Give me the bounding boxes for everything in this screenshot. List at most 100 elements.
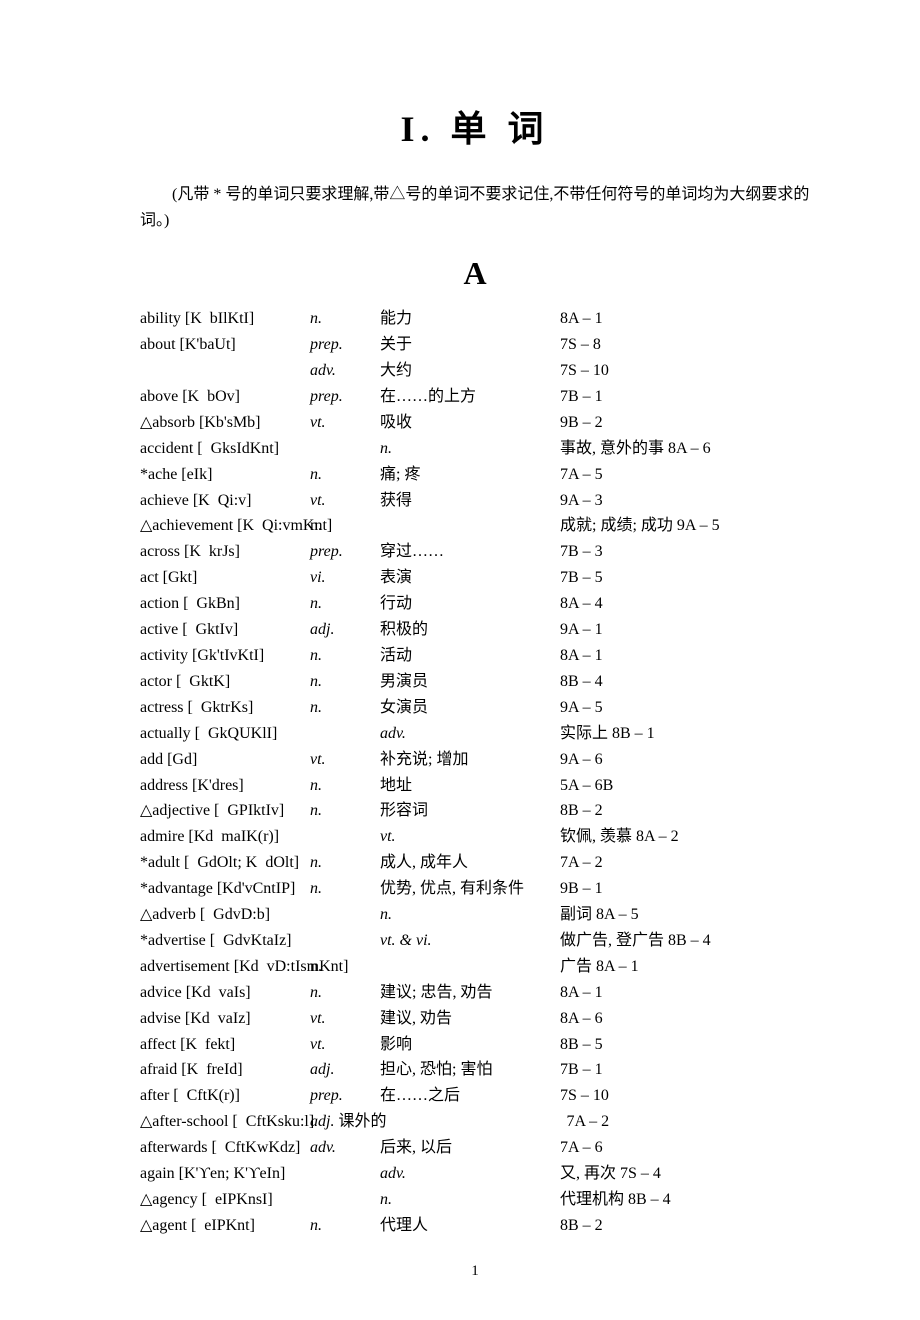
entry-word: actress [ GktrKs]	[140, 695, 310, 721]
entry-word: admire [Kd maIK(r)]	[140, 824, 310, 850]
entry-pos	[310, 1187, 380, 1213]
entry-reference: 7S – 10	[560, 358, 810, 384]
entry-definition: 建议; 忠告, 劝告	[380, 980, 560, 1006]
entry-reference: 副词 8A – 5	[560, 902, 810, 928]
entry-word: △adjective [ GPIktIv]	[140, 798, 310, 824]
entry-pos: n.	[310, 876, 380, 902]
entry-definition: 行动	[380, 591, 560, 617]
entry-definition: adv.	[380, 1161, 560, 1187]
entry-definition: 补充说; 增加	[380, 747, 560, 773]
entry-definition: 在……之后	[380, 1083, 560, 1109]
entry-word: *adult [ GdOlt; K dOlt]	[140, 850, 310, 876]
entry-definition: 地址	[380, 773, 560, 799]
entry-definition: vt. & vi.	[380, 928, 560, 954]
entry-reference: 广告 8A – 1	[560, 954, 810, 980]
entry-reference: 8A – 4	[560, 591, 810, 617]
entry-reference: 9A – 6	[560, 747, 810, 773]
entry-reference: 7S – 8	[560, 332, 810, 358]
entry-pos: adj. 课外的	[310, 1109, 386, 1135]
vocab-entry: actor [ GktK]n.男演员8B – 4	[140, 669, 810, 695]
entry-pos: prep.	[310, 1083, 380, 1109]
entry-definition: 成人, 成年人	[380, 850, 560, 876]
entry-word: add [Gd]	[140, 747, 310, 773]
entry-pos: vi.	[310, 565, 380, 591]
vocab-entry: actress [ GktrKs]n.女演员9A – 5	[140, 695, 810, 721]
vocab-entry: activity [Gk'tIvKtI]n.活动8A – 1	[140, 643, 810, 669]
entry-reference: 7S – 10	[560, 1083, 810, 1109]
entry-reference: 7A – 6	[560, 1135, 810, 1161]
entry-word: about [K'baUt]	[140, 332, 310, 358]
entry-pos: prep.	[310, 384, 380, 410]
vocab-entry: △achievement [K Qi:vmKnt] n.成就; 成绩; 成功 9…	[140, 513, 810, 539]
entry-pos: n.	[310, 591, 380, 617]
entry-pos: vt.	[310, 1006, 380, 1032]
entry-pos: n.	[310, 850, 380, 876]
entry-reference: 8A – 6	[560, 1006, 810, 1032]
vocab-entry: adv.大约7S – 10	[140, 358, 810, 384]
vocab-entry: △agent [ eIPKnt]n.代理人8B – 2	[140, 1213, 810, 1239]
entry-definition: 吸收	[380, 410, 560, 436]
entry-definition: 穿过……	[380, 539, 560, 565]
entry-pos: n.	[310, 773, 380, 799]
vocab-entry: advertisement [Kd vD:tIsmKnt] n.广告 8A – …	[140, 954, 810, 980]
entry-word: afraid [K freId]	[140, 1057, 310, 1083]
entry-word: △after-school [ CftKsku:l]	[140, 1109, 310, 1135]
entry-word: *ache [eIk]	[140, 462, 310, 488]
entry-definition: 建议, 劝告	[380, 1006, 560, 1032]
entry-word: *advertise [ GdvKtaIz]	[140, 928, 310, 954]
entry-word: ability [K bIlKtI]	[140, 306, 310, 332]
entry-word: activity [Gk'tIvKtI]	[140, 643, 310, 669]
entry-reference: 7B – 1	[560, 1057, 810, 1083]
entry-reference: 事故, 意外的事 8A – 6	[560, 436, 810, 462]
entry-definition: 后来, 以后	[380, 1135, 560, 1161]
entry-pos: adj.	[310, 1057, 380, 1083]
entry-definition: 活动	[380, 643, 560, 669]
entry-word: actually [ GkQUKlI]	[140, 721, 310, 747]
entry-pos: n.	[310, 462, 380, 488]
vocab-entry: *ache [eIk]n.痛; 疼7A – 5	[140, 462, 810, 488]
page-container: I. 单 词 (凡带 * 号的单词只要求理解,带△号的单词不要求记住,不带任何符…	[0, 0, 920, 1320]
entry-definition: 大约	[380, 358, 560, 384]
entry-pos: prep.	[310, 539, 380, 565]
entry-reference: 成就; 成绩; 成功 9A – 5	[560, 513, 810, 539]
entry-definition: 获得	[380, 488, 560, 514]
entry-definition: 优势, 优点, 有利条件	[380, 876, 560, 902]
vocab-entry: advise [Kd vaIz]vt.建议, 劝告8A – 6	[140, 1006, 810, 1032]
entry-pos: vt.	[310, 410, 380, 436]
entry-word: △agent [ eIPKnt]	[140, 1213, 310, 1239]
entry-pos: n.	[310, 513, 380, 539]
entry-pos: n.	[310, 695, 380, 721]
entry-definition: 影响	[380, 1032, 560, 1058]
entry-pos: adv.	[310, 1135, 380, 1161]
vocab-entry: afraid [K freId]adj.担心, 恐怕; 害怕7B – 1	[140, 1057, 810, 1083]
entry-pos: adj.	[310, 617, 380, 643]
entry-pos: n.	[310, 798, 380, 824]
section-letter: A	[140, 255, 810, 292]
entry-pos: n.	[310, 1213, 380, 1239]
entry-reference: 9B – 2	[560, 410, 810, 436]
entry-reference: 8A – 1	[560, 306, 810, 332]
vocab-entry: again [K'ϒen; K'ϒeIn]adv.又, 再次 7S – 4	[140, 1161, 810, 1187]
entry-definition: adv.	[380, 721, 560, 747]
entry-word: accident [ GksIdKnt]	[140, 436, 310, 462]
entry-pos: n.	[310, 643, 380, 669]
entry-definition: vt.	[380, 824, 560, 850]
entry-word: *advantage [Kd'vCntIP]	[140, 876, 310, 902]
entry-definition: n.	[380, 1187, 560, 1213]
entry-pos: n.	[310, 669, 380, 695]
entry-definition	[380, 513, 560, 539]
entry-word: again [K'ϒen; K'ϒeIn]	[140, 1161, 310, 1187]
entry-reference: 7B – 1	[560, 384, 810, 410]
entry-word: across [K krJs]	[140, 539, 310, 565]
entry-definition: 能力	[380, 306, 560, 332]
main-title: I. 单 词	[140, 100, 810, 152]
entry-reference: 钦佩, 羡慕 8A – 2	[560, 824, 810, 850]
entry-reference: 7A – 2	[566, 1109, 810, 1135]
vocab-entry: affect [K fekt]vt.影响8B – 5	[140, 1032, 810, 1058]
vocab-entry: △absorb [Kb'sMb]vt.吸收9B – 2	[140, 410, 810, 436]
vocab-entry: above [K bOv]prep.在……的上方7B – 1	[140, 384, 810, 410]
entry-pos	[310, 928, 380, 954]
vocab-entry: △adjective [ GPIktIv]n.形容词8B – 2	[140, 798, 810, 824]
entry-word: achieve [K Qi:v]	[140, 488, 310, 514]
vocab-entry: △adverb [ GdvD:b]n.副词 8A – 5	[140, 902, 810, 928]
